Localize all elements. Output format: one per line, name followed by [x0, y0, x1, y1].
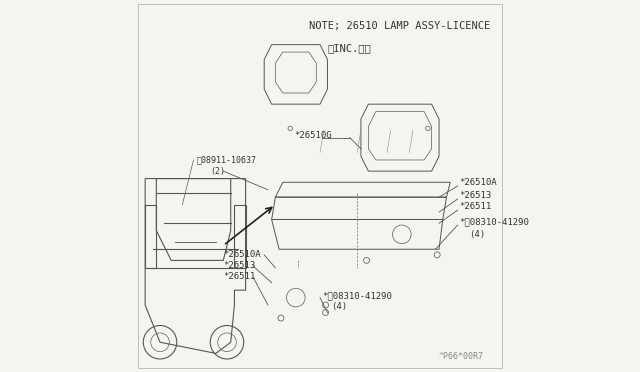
Text: 〈INC.※〉: 〈INC.※〉 [328, 44, 371, 53]
Text: NOTE; 26510 LAMP ASSY-LICENCE: NOTE; 26510 LAMP ASSY-LICENCE [309, 21, 490, 31]
Text: *26511: *26511 [460, 202, 492, 211]
Text: ⓝ08911-10637: ⓝ08911-10637 [196, 155, 257, 164]
Text: *26513: *26513 [460, 191, 492, 200]
Text: (4): (4) [468, 230, 485, 239]
Text: *26510A: *26510A [460, 178, 497, 187]
Text: *26510A: *26510A [223, 250, 261, 259]
Text: ^P66*00R7: ^P66*00R7 [439, 352, 484, 361]
Text: *Ⓝ08310-41290: *Ⓝ08310-41290 [322, 291, 392, 300]
Text: *26510G: *26510G [294, 131, 332, 140]
Text: *Ⓝ08310-41290: *Ⓝ08310-41290 [460, 217, 529, 226]
Text: (2): (2) [211, 167, 225, 176]
Text: *26511: *26511 [223, 272, 255, 281]
Text: *26513: *26513 [223, 261, 255, 270]
Text: (4): (4) [331, 302, 348, 311]
